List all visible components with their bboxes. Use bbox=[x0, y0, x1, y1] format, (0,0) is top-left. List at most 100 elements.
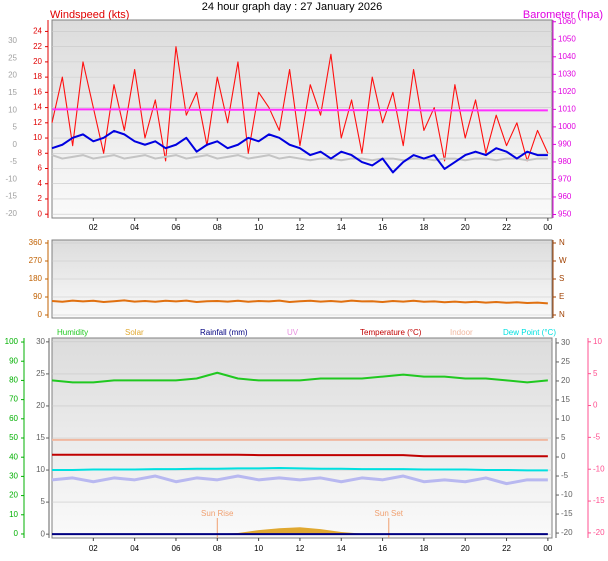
y-tick-label: 14 bbox=[33, 103, 42, 112]
x-tick-label: 10 bbox=[254, 223, 263, 232]
y-tick-label: 30 bbox=[8, 36, 17, 45]
line bbox=[52, 108, 548, 112]
y-tick-label: -10 bbox=[561, 490, 573, 499]
x-tick-label: 20 bbox=[461, 223, 470, 232]
y-tick-label: 960 bbox=[558, 192, 572, 201]
y-tick-label: 950 bbox=[558, 210, 572, 219]
annotation: Sun Rise bbox=[201, 509, 234, 518]
legend-entry: UV bbox=[287, 328, 299, 337]
y-tick-label: 1010 bbox=[558, 104, 576, 113]
y-tick-label: -5 bbox=[10, 157, 18, 166]
x-tick-label: 00 bbox=[543, 544, 552, 553]
y-tick-label: 8 bbox=[38, 148, 43, 157]
y-tick-label: 1000 bbox=[558, 122, 576, 131]
x-tick-label: 18 bbox=[419, 544, 428, 553]
x-tick-label: 08 bbox=[213, 223, 222, 232]
y-tick-label: -10 bbox=[5, 174, 17, 183]
y-tick-label: 1030 bbox=[558, 69, 576, 78]
y-tick-label: 10 bbox=[8, 105, 17, 114]
y-tick-label: 24 bbox=[33, 27, 42, 36]
y-tick-label: 80 bbox=[9, 376, 18, 385]
y-tick-label: 180 bbox=[29, 274, 43, 283]
x-tick-label: 00 bbox=[543, 223, 552, 232]
line bbox=[52, 453, 548, 458]
y-tick-label: 10 bbox=[33, 133, 42, 142]
y-tick-label: 25 bbox=[8, 53, 17, 62]
y-tick-label: N bbox=[559, 310, 565, 319]
x-tick-label: 02 bbox=[89, 544, 98, 553]
y-tick-label: 20 bbox=[9, 491, 18, 500]
line bbox=[51, 129, 548, 174]
y-tick-label: 22 bbox=[33, 42, 42, 51]
y-tick-label: 15 bbox=[561, 395, 570, 404]
x-tick-label: 10 bbox=[254, 544, 263, 553]
x-tick-label: 16 bbox=[378, 223, 387, 232]
y-tick-label: 25 bbox=[561, 357, 570, 366]
y-tick-label: -20 bbox=[561, 528, 573, 537]
x-tick-label: 14 bbox=[337, 223, 346, 232]
y-tick-label: 1050 bbox=[558, 34, 576, 43]
x-tick-label: 06 bbox=[172, 544, 181, 553]
y-tick-label: 10 bbox=[36, 465, 45, 474]
y-tick-label: W bbox=[559, 256, 567, 265]
annotation: Sun Set bbox=[375, 509, 404, 518]
y-tick-label: 10 bbox=[593, 337, 602, 346]
line bbox=[51, 46, 549, 162]
legend-entry: Solar bbox=[125, 328, 144, 337]
y-tick-label: 15 bbox=[36, 433, 45, 442]
y-tick-label: 0 bbox=[561, 452, 566, 461]
y-tick-label: 1060 bbox=[558, 17, 576, 26]
y-tick-label: 0 bbox=[13, 140, 18, 149]
x-tick-label: 12 bbox=[295, 223, 304, 232]
x-tick-label: 22 bbox=[502, 544, 511, 553]
y-tick-label: 30 bbox=[9, 471, 18, 480]
y-tick-label: 360 bbox=[29, 238, 43, 247]
x-tick-label: 04 bbox=[130, 544, 139, 553]
line bbox=[51, 474, 548, 486]
plot-area bbox=[51, 19, 553, 219]
legend-entry: Rainfall (mm) bbox=[200, 328, 248, 337]
y-tick-label: 90 bbox=[33, 292, 42, 301]
area bbox=[52, 527, 548, 534]
x-tick-label: 22 bbox=[502, 223, 511, 232]
y-tick-label: 5 bbox=[593, 369, 598, 378]
y-tick-label: 980 bbox=[558, 157, 572, 166]
y-tick-label: 990 bbox=[558, 140, 572, 149]
y-tick-label: 30 bbox=[36, 337, 45, 346]
y-tick-label: 100 bbox=[5, 337, 19, 346]
x-tick-label: 06 bbox=[172, 223, 181, 232]
y-tick-label: 70 bbox=[9, 395, 18, 404]
y-tick-label: 1020 bbox=[558, 87, 576, 96]
chart-title: 24 hour graph day : 27 January 2026 bbox=[202, 1, 382, 13]
y-tick-label: 4 bbox=[38, 179, 43, 188]
y-tick-label: N bbox=[559, 238, 565, 247]
y-tick-label: 18 bbox=[33, 72, 42, 81]
line bbox=[51, 371, 548, 384]
y-tick-label: 20 bbox=[33, 57, 42, 66]
y-tick-label: 6 bbox=[38, 164, 43, 173]
y-tick-label: 5 bbox=[13, 123, 18, 132]
y-tick-label: 970 bbox=[558, 175, 572, 184]
y-tick-label: E bbox=[559, 292, 564, 301]
y-tick-label: 40 bbox=[9, 452, 18, 461]
y-tick-label: 0 bbox=[38, 209, 43, 218]
y-tick-label: 270 bbox=[29, 256, 43, 265]
x-tick-label: 04 bbox=[130, 223, 139, 232]
y-tick-label: 30 bbox=[561, 338, 570, 347]
legend-entry: Humidity bbox=[57, 328, 88, 337]
y-tick-label: 1040 bbox=[558, 52, 576, 61]
x-tick-label: 08 bbox=[213, 544, 222, 553]
y-tick-label: -15 bbox=[593, 496, 605, 505]
x-tick-label: 18 bbox=[419, 223, 428, 232]
y-tick-label: 2 bbox=[38, 194, 43, 203]
x-tick-label: 20 bbox=[461, 544, 470, 553]
line bbox=[51, 154, 548, 162]
y-tick-label: 25 bbox=[36, 369, 45, 378]
y-tick-label: 12 bbox=[33, 118, 42, 127]
y-tick-label: 5 bbox=[561, 433, 566, 442]
y-tick-label: 0 bbox=[593, 401, 598, 410]
x-tick-label: 16 bbox=[378, 544, 387, 553]
y2-axis-label: Barometer (hpa) bbox=[523, 9, 603, 21]
y-tick-label: 20 bbox=[8, 71, 17, 80]
